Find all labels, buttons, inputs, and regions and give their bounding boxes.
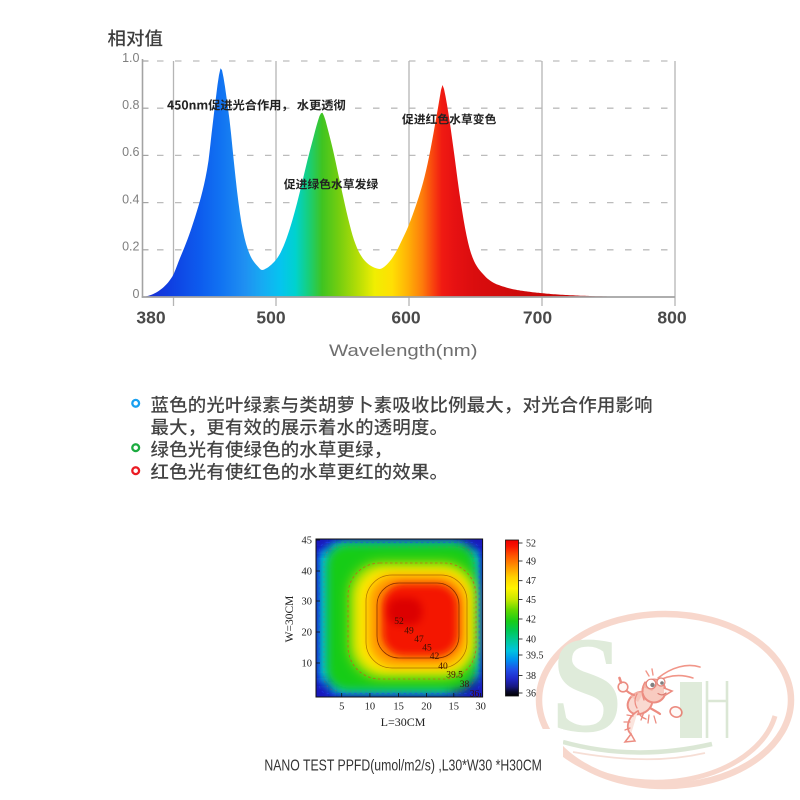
svg-text:0: 0 [133, 287, 140, 301]
svg-text:20: 20 [421, 702, 432, 713]
svg-text:38: 38 [460, 680, 470, 690]
svg-text:40: 40 [438, 662, 448, 672]
svg-text:52: 52 [526, 539, 536, 550]
svg-text:30: 30 [302, 597, 313, 608]
svg-text:W=30CM: W=30CM [284, 596, 296, 643]
svg-text:42: 42 [430, 652, 440, 662]
svg-text:45: 45 [302, 536, 313, 547]
svg-text:1.0: 1.0 [122, 51, 139, 65]
svg-text:0.6: 0.6 [122, 145, 139, 159]
svg-text:15: 15 [393, 702, 404, 713]
svg-text:36: 36 [526, 689, 536, 700]
svg-text:47: 47 [414, 635, 424, 645]
svg-text:30: 30 [475, 702, 486, 713]
svg-text:5: 5 [339, 702, 344, 713]
svg-text:49: 49 [526, 557, 536, 568]
svg-text:10: 10 [365, 702, 376, 713]
svg-text:52: 52 [394, 617, 404, 627]
svg-text:0.8: 0.8 [122, 98, 139, 112]
svg-text:40: 40 [302, 567, 313, 578]
svg-text:800: 800 [657, 308, 686, 328]
svg-text:47: 47 [526, 576, 536, 587]
svg-text:45: 45 [526, 595, 536, 606]
svg-text:49: 49 [404, 627, 414, 637]
svg-text:380: 380 [136, 308, 165, 328]
svg-text:39.5: 39.5 [526, 651, 544, 662]
svg-text:38: 38 [526, 671, 536, 682]
svg-text:36: 36 [470, 690, 480, 700]
svg-text:600: 600 [391, 308, 420, 328]
svg-text:Wavelength(nm): Wavelength(nm) [329, 342, 478, 360]
svg-text:10: 10 [302, 659, 313, 670]
svg-text:42: 42 [526, 615, 536, 626]
svg-text:L=30CM: L=30CM [381, 715, 426, 729]
svg-text:39.5: 39.5 [446, 671, 463, 681]
svg-text:15: 15 [449, 702, 460, 713]
svg-text:500: 500 [256, 308, 285, 328]
svg-text:20: 20 [302, 628, 313, 639]
svg-text:0.4: 0.4 [122, 192, 139, 206]
svg-text:NANO TEST PPFD(umol/m2/s) ,L30: NANO TEST PPFD(umol/m2/s) ,L30*W30 *H30C… [264, 758, 542, 775]
svg-text:700: 700 [523, 308, 552, 328]
svg-text:40: 40 [526, 635, 536, 646]
svg-text:0.2: 0.2 [122, 240, 139, 254]
svg-text:45: 45 [422, 644, 432, 654]
